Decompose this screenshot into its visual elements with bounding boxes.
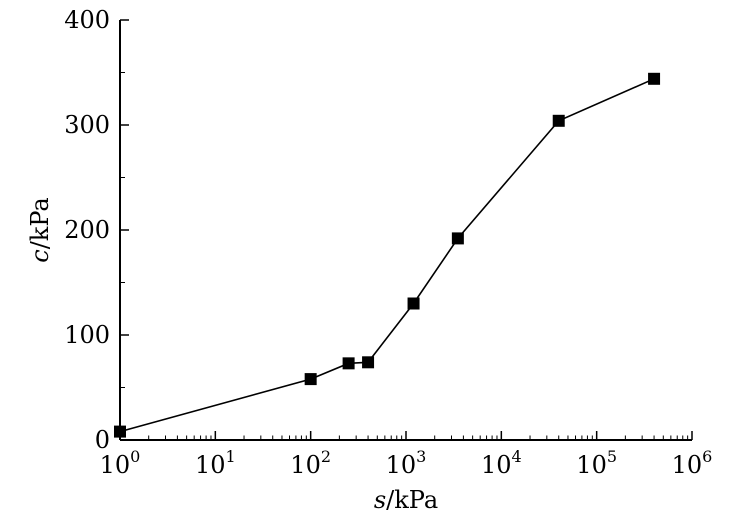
y-axis-title: c/kPa <box>26 197 54 262</box>
x-tick-base: 10 <box>100 451 131 479</box>
x-tick-exponent: 6 <box>702 447 712 466</box>
x-tick-label: 104 <box>481 447 522 479</box>
data-markers <box>114 72 661 438</box>
y-ticks: 0 100 200 300 400 <box>64 6 129 454</box>
x-ticks: 100 101 102 103 104 105 106 <box>100 431 713 479</box>
x-tick-label: 105 <box>576 447 617 479</box>
x-axis-var: s <box>374 486 386 514</box>
x-tick-base: 10 <box>195 451 226 479</box>
data-point <box>407 297 420 310</box>
series-line <box>119 78 655 433</box>
x-tick-base: 10 <box>481 451 512 479</box>
axes <box>119 20 692 441</box>
x-axis-title: s/kPa <box>374 486 438 514</box>
y-tick-label: 200 <box>64 216 110 244</box>
x-tick-base: 10 <box>672 451 703 479</box>
data-point <box>648 72 661 85</box>
data-point <box>304 373 317 386</box>
data-point <box>114 425 126 438</box>
x-tick-label: 102 <box>290 447 331 479</box>
x-tick-exponent: 4 <box>512 447 522 466</box>
x-tick-exponent: 3 <box>416 447 426 466</box>
y-axis-unit: /kPa <box>26 197 54 249</box>
x-tick-base: 10 <box>386 451 417 479</box>
data-point <box>342 357 355 370</box>
y-tick-label: 100 <box>64 321 110 349</box>
x-tick-base: 10 <box>290 451 321 479</box>
data-point <box>362 356 375 369</box>
x-tick-exponent: 1 <box>226 447 236 466</box>
x-tick-exponent: 2 <box>321 447 331 466</box>
y-tick-label: 0 <box>95 426 110 454</box>
y-axis-var: c <box>26 249 54 262</box>
x-axis-unit: /kPa <box>386 486 438 514</box>
data-point <box>552 114 565 127</box>
y-tick-label: 300 <box>64 111 110 139</box>
x-tick-label: 100 <box>100 447 141 479</box>
x-tick-label: 106 <box>672 447 713 479</box>
x-tick-base: 10 <box>576 451 607 479</box>
x-tick-label: 101 <box>195 447 236 479</box>
y-tick-label: 400 <box>64 6 110 34</box>
x-tick-exponent: 5 <box>607 447 617 466</box>
x-tick-exponent: 0 <box>130 447 140 466</box>
x-tick-label: 103 <box>386 447 427 479</box>
data-point <box>451 232 464 245</box>
